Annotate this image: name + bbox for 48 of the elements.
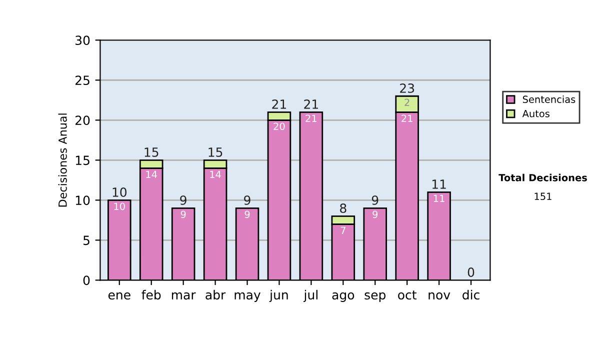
total-label: 23 [400, 83, 414, 93]
x-tick-label: feb [142, 290, 161, 300]
total-label: 9 [180, 195, 186, 205]
y-tick-label: 5 [83, 236, 90, 246]
data-label: 21 [402, 114, 412, 122]
y-tick-label: 10 [76, 196, 90, 206]
y-tick-label: 15 [76, 156, 90, 166]
total-label: 15 [208, 148, 222, 157]
legend-label: Autos [522, 110, 550, 118]
total-label: 21 [304, 99, 318, 109]
total-label: 11 [432, 180, 446, 189]
total-label: 9 [244, 195, 250, 205]
x-tick-label: jun [269, 290, 288, 302]
y-tick-label: 25 [75, 76, 90, 86]
x-tick-label: sep [364, 292, 386, 302]
text: 151 [534, 192, 552, 200]
x-tick-label: ago [332, 292, 354, 302]
text: Total Decisiones [498, 174, 587, 182]
x-tick-label: dic [462, 290, 480, 300]
total-label: 15 [144, 148, 158, 157]
x-tick-label: mar [172, 292, 196, 300]
data-label: 14 [210, 170, 221, 178]
legend-label: Sentencias [522, 95, 576, 104]
data-label: 9 [180, 210, 186, 218]
data-label: 11 [434, 194, 444, 202]
x-tick-label: jul [304, 290, 318, 302]
y-tick-label: 20 [75, 116, 90, 126]
data-label: 9 [372, 210, 378, 218]
y-axis-title: Decisiones Anual [58, 114, 67, 207]
y-tick-label: 0 [83, 276, 90, 286]
data-label: 21 [306, 114, 316, 122]
total-label: 10 [112, 187, 127, 197]
x-tick-label: abr [206, 290, 226, 300]
x-tick-label: ene [108, 292, 130, 300]
y-tick-label: 30 [76, 36, 90, 46]
x-tick-label: may [234, 292, 260, 302]
data-label: 14 [146, 170, 157, 178]
data-label: 20 [274, 122, 285, 130]
total-label: 21 [272, 99, 286, 109]
total-label: 0 [468, 267, 474, 277]
data-label: 9 [244, 210, 250, 218]
data-label: 10 [114, 202, 125, 210]
data-label: 7 [340, 226, 346, 234]
total-label: 9 [372, 195, 378, 205]
x-tick-label: nov [428, 292, 450, 300]
x-tick-label: oct [398, 290, 416, 300]
total-label: 8 [340, 203, 346, 213]
data-label: 2 [404, 98, 410, 106]
